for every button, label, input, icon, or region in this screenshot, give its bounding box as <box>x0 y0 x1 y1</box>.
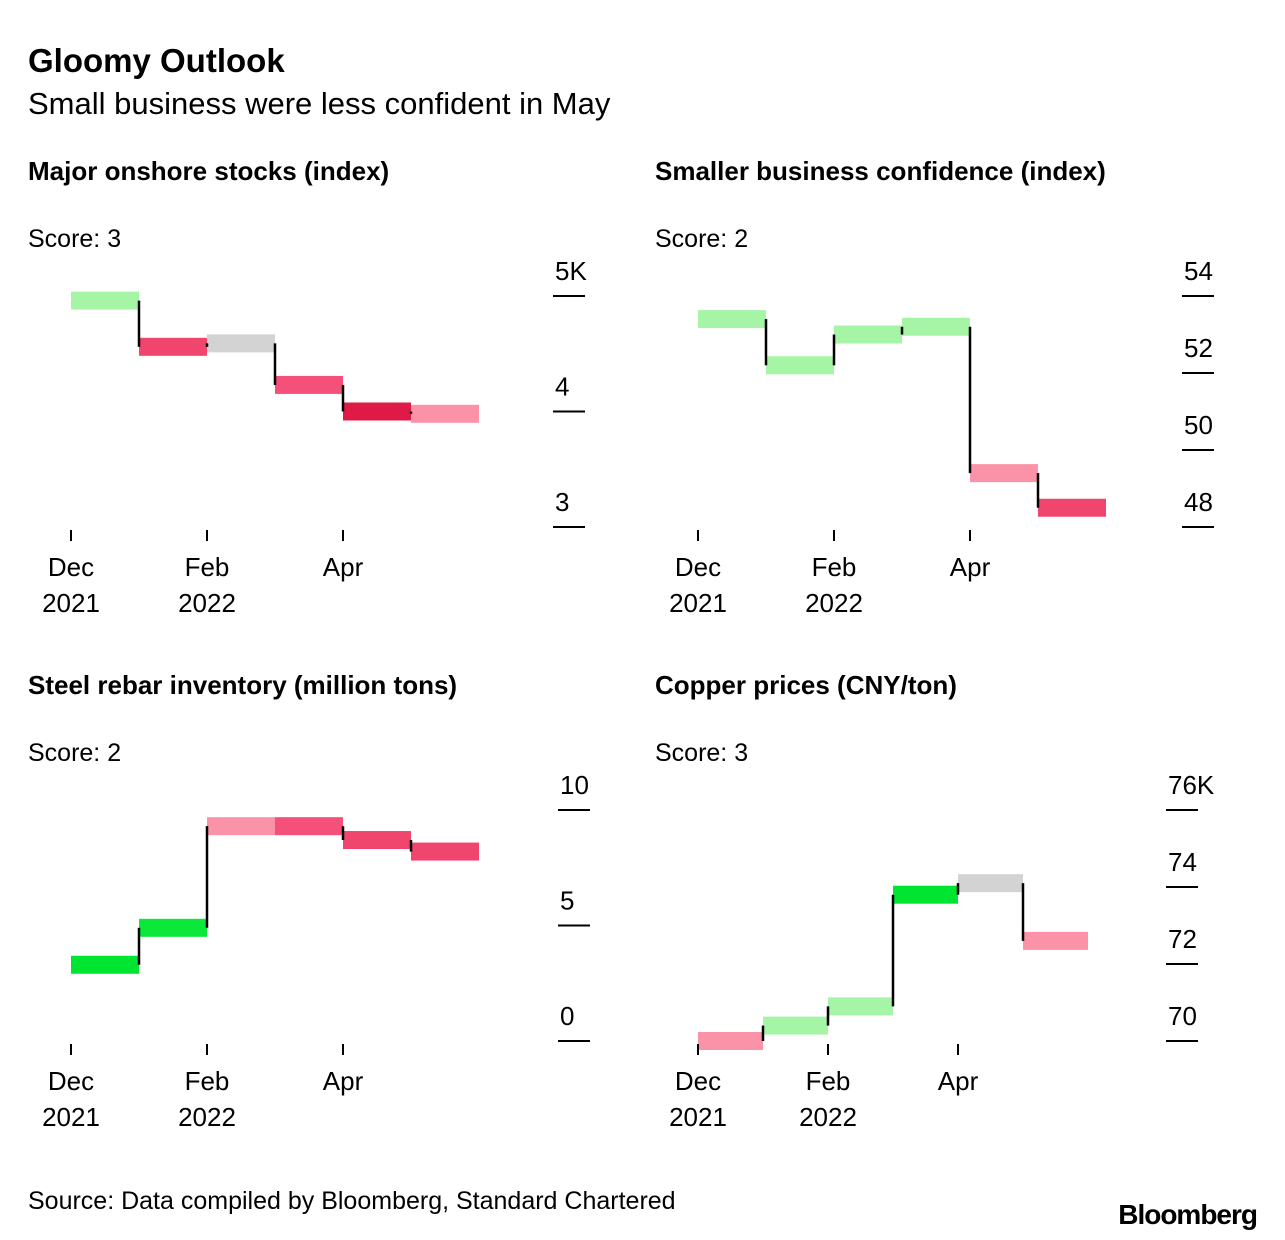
score: Score: 3 <box>655 739 748 767</box>
y-tick-label: 76K <box>1168 770 1215 800</box>
bar <box>207 334 275 353</box>
x-tick-label: Feb 2022 <box>805 552 863 618</box>
bar <box>698 310 766 329</box>
y-tick-label: 48 <box>1184 487 1213 517</box>
y-tick-label: 4 <box>555 372 569 402</box>
bar <box>1023 931 1088 950</box>
panel-title: Major onshore stocks (index) <box>28 156 389 186</box>
score: Score: 2 <box>655 225 748 253</box>
panel-title: Steel rebar inventory (million tons) <box>28 670 457 700</box>
bar <box>343 402 411 421</box>
y-tick-label: 52 <box>1184 333 1213 363</box>
bar <box>71 955 139 974</box>
bar <box>766 356 834 375</box>
bar <box>411 842 479 861</box>
page-title: Gloomy Outlook <box>28 42 285 79</box>
y-tick-label: 0 <box>560 1001 574 1031</box>
x-tick-label: Feb 2022 <box>178 1066 236 1132</box>
bar <box>275 817 343 836</box>
bar <box>828 997 893 1016</box>
bar <box>275 375 343 394</box>
x-tick-label: Dec 2021 <box>42 552 100 618</box>
bar <box>139 918 207 937</box>
bar <box>207 817 275 836</box>
bar <box>698 1032 763 1050</box>
y-tick-label: 5K <box>555 256 587 286</box>
bar <box>902 317 970 336</box>
x-tick-label: Feb 2022 <box>799 1066 857 1132</box>
y-tick-label: 50 <box>1184 410 1213 440</box>
bar <box>71 291 139 310</box>
x-tick-label: Apr <box>949 552 991 582</box>
panel-title: Copper prices (CNY/ton) <box>655 670 957 700</box>
bar <box>763 1016 828 1035</box>
panel-title: Smaller business confidence (index) <box>655 156 1106 186</box>
score: Score: 3 <box>28 225 121 253</box>
score: Score: 2 <box>28 739 121 767</box>
y-tick-label: 3 <box>555 487 569 517</box>
source: Source: Data compiled by Bloomberg, Stan… <box>28 1187 676 1215</box>
x-tick-label: Dec 2021 <box>42 1066 100 1132</box>
bar <box>893 885 958 904</box>
bar <box>139 337 207 356</box>
x-tick-label: Dec 2021 <box>669 1066 727 1132</box>
y-tick-label: 10 <box>560 770 589 800</box>
y-tick-label: 72 <box>1168 924 1197 954</box>
x-tick-label: Apr <box>322 1066 364 1096</box>
bar <box>411 404 479 423</box>
x-tick-label: Feb 2022 <box>178 552 236 618</box>
x-tick-label: Apr <box>322 552 364 582</box>
bar <box>1038 498 1106 517</box>
bar <box>834 325 902 344</box>
y-tick-label: 70 <box>1168 1001 1197 1031</box>
x-tick-label: Apr <box>937 1066 979 1096</box>
y-tick-label: 54 <box>1184 256 1213 286</box>
bar <box>958 874 1023 893</box>
bar <box>970 464 1038 483</box>
y-tick-label: 5 <box>560 886 574 916</box>
y-tick-label: 74 <box>1168 847 1197 877</box>
bar <box>343 831 411 850</box>
x-tick-label: Dec 2021 <box>669 552 727 618</box>
logo: Bloomberg <box>1118 1199 1257 1230</box>
page-subtitle: Small business were less confident in Ma… <box>28 86 611 121</box>
